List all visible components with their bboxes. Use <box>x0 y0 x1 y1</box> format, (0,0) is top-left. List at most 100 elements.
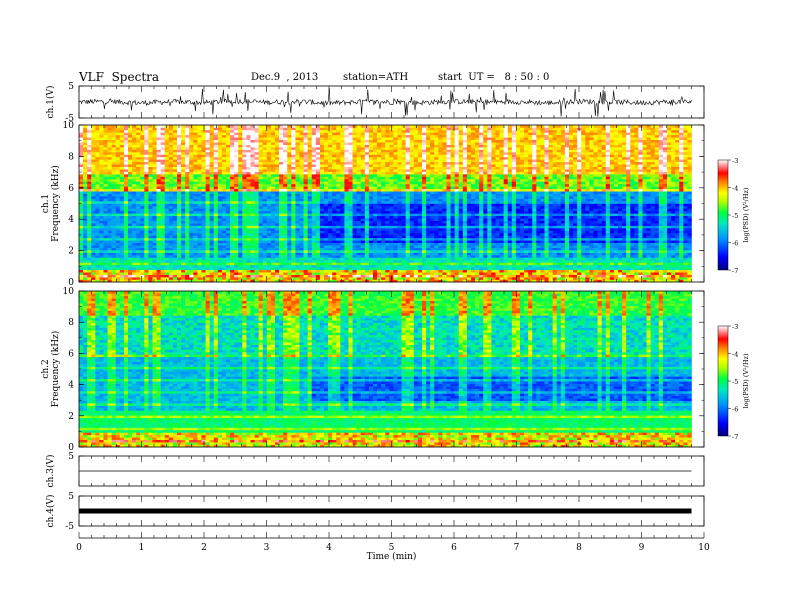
spectrogram-cell <box>340 264 345 268</box>
spectrogram-cell <box>258 220 264 224</box>
spectrogram-cell <box>270 213 276 217</box>
spectrogram-cell <box>189 242 194 246</box>
spectrogram-cell <box>328 257 333 261</box>
spectrogram-cell <box>270 208 276 212</box>
spectrogram-cell <box>373 247 378 251</box>
spectrogram-cell <box>177 272 182 275</box>
spectrogram-cell <box>328 127 333 131</box>
spectrogram-cell <box>177 147 182 150</box>
spectrogram-cell <box>283 166 288 170</box>
spectrogram-cell <box>287 257 292 261</box>
spectrogram-cell <box>205 274 210 278</box>
spectrogram-cell <box>193 159 198 163</box>
spectrogram-cell <box>295 196 300 199</box>
spectrogram-cell <box>324 264 329 268</box>
spectrogram-cell <box>291 262 296 266</box>
spectrogram-cell <box>246 201 251 204</box>
spectrogram-cell <box>213 191 219 194</box>
spectrogram-cell <box>307 259 313 263</box>
spectrogram-cell <box>299 269 304 273</box>
spectrogram-cell <box>295 255 300 258</box>
spectrogram-cell <box>368 191 374 194</box>
spectrogram-cell <box>115 201 121 204</box>
spectrogram-cell <box>128 198 133 202</box>
spectrogram-cell <box>315 255 321 258</box>
spectrogram-cell <box>91 159 96 163</box>
spectrogram-cell <box>328 159 333 163</box>
spectrogram-cell <box>336 161 341 165</box>
spectrogram-cell <box>279 137 284 141</box>
spectrogram-cell <box>177 208 182 212</box>
spectrogram-cell <box>168 245 174 248</box>
spectrogram-cell <box>148 225 153 229</box>
spectrogram-cell <box>144 137 149 141</box>
spectrogram-cell <box>246 237 251 241</box>
spectrogram-cell <box>389 250 394 253</box>
spectrogram-cell <box>168 259 174 263</box>
spectrogram-cell <box>364 210 370 214</box>
spectrogram-cell <box>283 230 288 234</box>
spectrogram-cell <box>328 139 333 143</box>
spectrogram-cell <box>319 262 325 266</box>
spectrogram-cell <box>295 174 300 177</box>
spectrogram-cell <box>152 205 157 209</box>
spectrogram-cell <box>258 277 264 280</box>
spectrogram-cell <box>123 183 129 187</box>
spectrogram-cell <box>185 176 190 180</box>
spectrogram-cell <box>303 161 308 165</box>
spectrogram-cell <box>279 252 284 256</box>
spectrogram-cell <box>303 193 308 197</box>
spectrogram-cell <box>287 259 292 263</box>
spectrogram-cell <box>266 210 272 214</box>
spectrogram-cell <box>287 220 292 224</box>
spectrogram-cell <box>283 252 288 256</box>
spectrogram-cell <box>368 279 374 283</box>
spectrogram-cell <box>107 250 112 253</box>
spectrogram-cell <box>262 242 268 246</box>
spectrogram-cell <box>381 245 386 248</box>
spectrogram-cell <box>348 176 353 180</box>
spectrogram-cell <box>266 171 272 175</box>
spectrogram-cell <box>197 183 202 187</box>
spectrogram-cell <box>177 232 182 236</box>
spectrogram-cell <box>144 147 149 150</box>
spectrogram-cell <box>242 277 247 280</box>
spectrogram-cell <box>189 144 194 148</box>
spectrogram-cell <box>352 191 357 194</box>
spectrogram-cell <box>295 242 300 246</box>
spectrogram-cell <box>221 169 227 172</box>
spectrogram-cell <box>87 277 92 280</box>
spectrogram-cell <box>352 193 357 197</box>
spectrogram-cell <box>287 225 292 229</box>
spectrogram-cell <box>328 240 333 244</box>
spectrogram-cell <box>217 250 223 253</box>
spectrogram-cell <box>132 151 137 155</box>
spectrogram-cell <box>172 213 178 217</box>
spectrogram-cell <box>213 171 219 175</box>
spectrogram-cell <box>140 208 145 212</box>
spectrogram-cell <box>217 166 223 170</box>
spectrogram-cell <box>156 242 161 246</box>
spectrogram-cell <box>291 147 296 150</box>
spectrogram-cell <box>348 127 353 131</box>
spectrogram-cell <box>83 149 88 153</box>
spectrogram-cell <box>132 235 137 239</box>
spectrogram-cell <box>275 174 280 177</box>
spectrogram-cell <box>242 232 247 236</box>
spectrogram-cell <box>344 259 349 263</box>
spectrogram-cell <box>181 193 186 197</box>
spectrogram-cell <box>270 139 276 143</box>
spectrogram-cell <box>99 201 104 204</box>
spectrogram-cell <box>144 132 149 136</box>
spectrogram-cell <box>238 129 243 133</box>
spectrogram-cell <box>315 171 321 175</box>
spectrogram-cell <box>283 125 288 128</box>
spectrogram-cell <box>319 259 325 263</box>
spectrogram-cell <box>279 196 284 199</box>
spectrogram-cell <box>152 166 157 170</box>
spectrogram-cell <box>254 274 259 278</box>
spectrogram-cell <box>83 213 88 217</box>
spectrogram-cell <box>95 264 100 268</box>
spectrogram-cell <box>303 156 308 160</box>
spectrogram-cell <box>95 225 100 229</box>
